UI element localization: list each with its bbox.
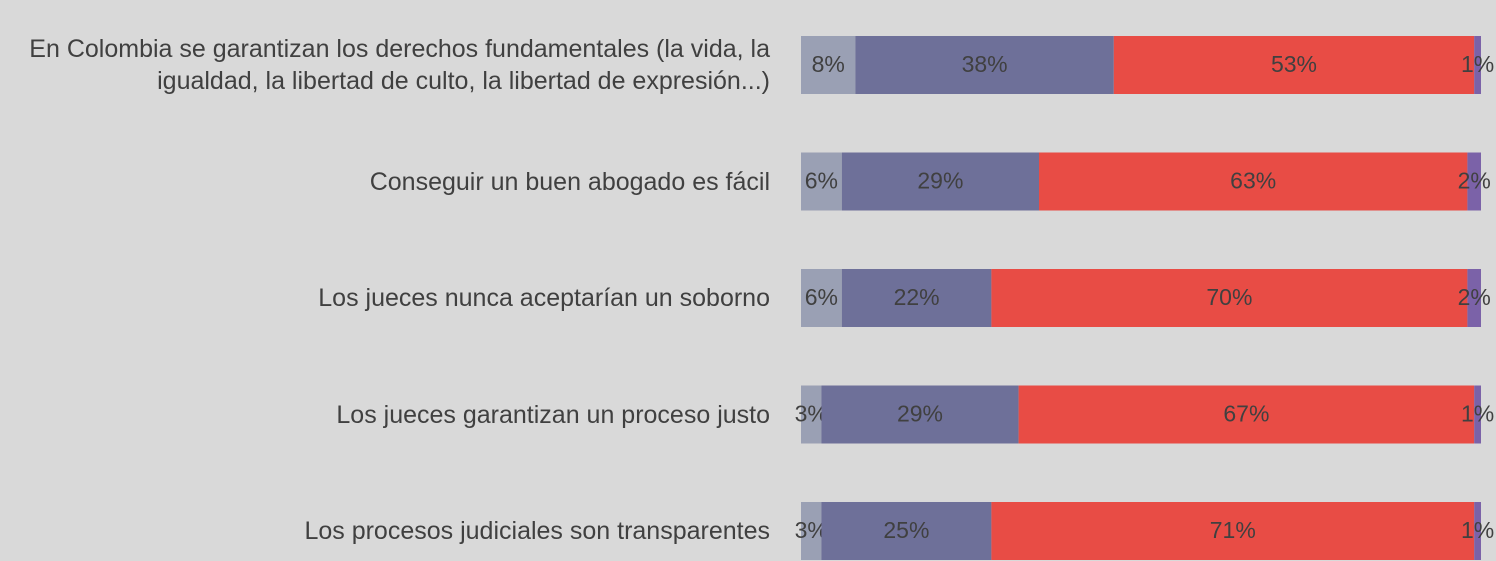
data-label: 53% [1271,51,1317,77]
data-label: 25% [883,517,929,543]
data-label: 8% [812,51,845,77]
data-label: 22% [894,284,940,310]
bar-segment [801,502,822,560]
category-label: En Colombia se garantizan los derechos f… [29,35,770,95]
bar-segment [1474,502,1481,560]
bar-segment [991,502,1475,560]
data-label: 71% [1210,517,1256,543]
data-label: 2% [1458,168,1491,194]
bar-segment [801,269,842,327]
data-label: 63% [1230,168,1276,194]
bar-segment [801,36,856,94]
category-label: Los jueces garantizan un proceso justo [336,400,770,429]
bar-segment [855,36,1114,94]
category-label: Conseguir un buen abogado es fácil [369,167,770,196]
data-label: 2% [1458,284,1491,310]
bar-segment [841,152,1039,211]
bar-segment [1474,385,1481,444]
bar-segment [821,385,1019,444]
data-label: 70% [1206,284,1252,310]
data-label: 1% [1461,401,1494,427]
bar-segment [1467,152,1481,211]
data-label: 6% [805,284,838,310]
bar-segment [1474,36,1481,94]
bar-segment [1018,385,1475,444]
bar-segment [841,269,992,327]
data-label: 6% [805,168,838,194]
bar-segment [821,502,992,560]
category-label: Los procesos judiciales son transparente… [304,517,770,545]
data-label: 1% [1461,51,1494,77]
data-label: 1% [1461,517,1494,543]
bar-segment [801,152,842,211]
data-label: 38% [962,51,1008,77]
bar-segment [1039,152,1468,211]
bar-segment [1113,36,1475,94]
bar-segment [801,385,822,444]
bar-segment [1467,269,1481,327]
data-label: 67% [1223,401,1269,427]
data-label: 29% [917,168,963,194]
data-label: 29% [897,401,943,427]
category-label: Los jueces nunca aceptarían un soborno [318,284,770,312]
bar-segment [991,269,1468,327]
